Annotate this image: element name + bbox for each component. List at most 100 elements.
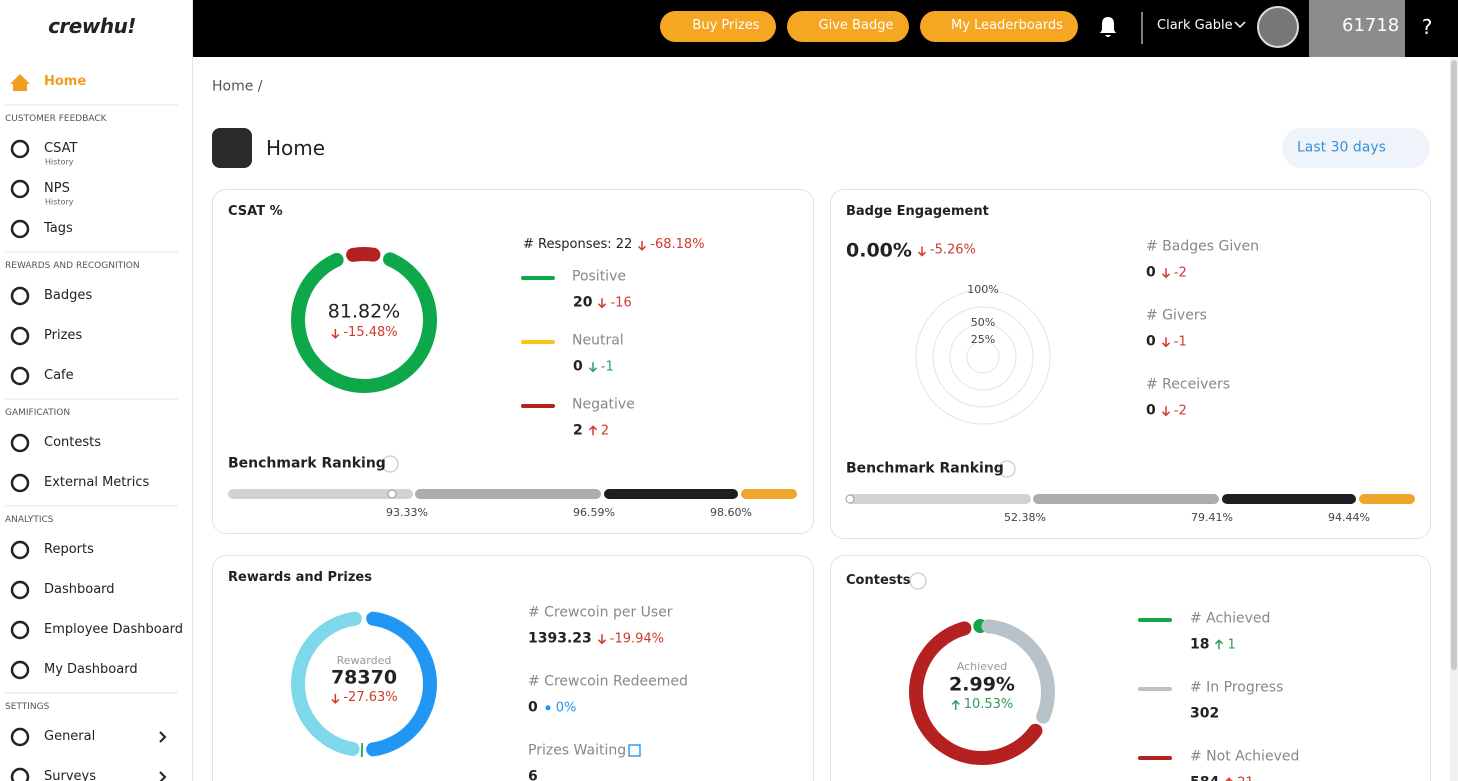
trend-icon — [1225, 777, 1233, 781]
benchmark-label: 96.59% — [573, 505, 615, 519]
range-label[interactable]: Last 30 days — [1297, 139, 1386, 156]
trend-icon — [1161, 337, 1170, 348]
trend-icon — [588, 362, 597, 373]
donut-segment — [909, 621, 1043, 765]
benchmark-label: 79.41% — [1191, 510, 1233, 524]
benchmark-label: 52.38% — [1004, 510, 1046, 524]
csat-card — [212, 189, 814, 534]
chevron — [159, 771, 167, 781]
bell-icon — [1100, 17, 1116, 37]
arrow-down — [1161, 406, 1170, 417]
center-value: 81.82% — [327, 300, 401, 323]
help[interactable]: ? — [1421, 15, 1433, 39]
change: -1 — [1161, 334, 1187, 349]
trend-icon — [917, 246, 926, 257]
change: -2 — [1161, 264, 1187, 280]
top-button[interactable] — [660, 11, 776, 42]
nav-item[interactable]: Employee Dashboard — [44, 621, 184, 637]
arrow-down — [917, 246, 926, 257]
arrow-down — [638, 240, 647, 251]
change: 2 — [588, 423, 609, 438]
legend-count: 20 -16 — [573, 294, 632, 310]
radial-label: 50% — [970, 315, 996, 329]
trend-icon — [951, 699, 960, 710]
coin-balance: 61718 — [1342, 15, 1400, 37]
nav-item[interactable]: Cafe — [44, 367, 74, 383]
card-title: CSAT % — [228, 203, 283, 219]
value: 302 — [1190, 705, 1220, 722]
nav-icon — [10, 540, 30, 560]
change: -2 — [1161, 403, 1187, 418]
nav-item[interactable]: NPS — [44, 180, 70, 196]
benchmark-title: Benchmark Ranking — [228, 455, 386, 472]
breadcrumb[interactable]: Home / — [212, 78, 263, 95]
nav-item[interactable]: Contests — [44, 434, 102, 450]
top-button[interactable] — [787, 11, 909, 42]
stat-value: 0 -1 — [1146, 333, 1187, 349]
section-title: GAMIFICATION — [5, 408, 71, 419]
user-name[interactable]: Clark Gable — [1157, 17, 1233, 33]
center-value: 78370 — [330, 666, 398, 689]
nav-icon — [10, 660, 30, 680]
button-label[interactable]: My Leaderboards — [951, 17, 1063, 33]
change: 0% — [543, 700, 576, 715]
change: -16 — [597, 295, 632, 310]
nav-icon — [10, 767, 30, 781]
trend-icon — [1215, 639, 1224, 650]
change: 1 — [1214, 637, 1236, 652]
nav-item[interactable]: Home — [44, 73, 87, 89]
nav-item[interactable]: Prizes — [44, 327, 83, 343]
nav-icon — [10, 219, 30, 239]
card-title: Rewards and Prizes — [228, 569, 372, 585]
nav-item[interactable]: CSAT — [44, 140, 78, 156]
radial-ring — [949, 323, 1017, 391]
value: 0 — [528, 699, 538, 716]
nav-item[interactable]: Reports — [44, 541, 94, 557]
arrow-up — [1215, 639, 1224, 650]
trend-icon — [598, 298, 607, 309]
nav-icon — [10, 620, 30, 640]
nav-item[interactable]: General — [44, 728, 96, 744]
radial-label: 100% — [967, 282, 999, 296]
nav-icon — [10, 433, 30, 453]
nav-item[interactable]: External Metrics — [44, 474, 150, 490]
value: 1393.23 — [528, 630, 592, 647]
trend-icon — [597, 634, 606, 645]
stat-label: # Crewcoin Redeemed — [528, 673, 688, 690]
donut-segment — [291, 611, 362, 756]
button-label[interactable]: Give Badge — [818, 17, 894, 33]
range-pill[interactable] — [1282, 128, 1430, 168]
nav-icon — [10, 473, 30, 493]
responses: # Responses: 22 -68.18% — [523, 237, 705, 252]
logo: crewhu! — [48, 14, 136, 38]
nav-item[interactable]: Tags — [44, 220, 73, 236]
value: 0 — [1146, 402, 1156, 419]
donut-segment — [366, 611, 437, 757]
legend-count: 0 -1 — [573, 358, 614, 374]
home-icon — [10, 74, 30, 91]
center-change: -15.48% — [330, 325, 398, 340]
legend-count: 18 1 — [1190, 636, 1236, 652]
change-value: -2 — [1173, 264, 1187, 280]
nav-item[interactable]: Dashboard — [44, 581, 115, 597]
arrow-down — [331, 693, 340, 704]
scroll-thumb — [1451, 60, 1457, 670]
trend-icon — [588, 425, 597, 436]
trend-icon — [545, 705, 551, 711]
top-button[interactable] — [920, 11, 1078, 42]
nav-item[interactable]: My Dashboard — [44, 661, 138, 677]
nav-sub: History — [45, 197, 74, 207]
benchmark-segment — [741, 489, 797, 499]
legend-name: Negative — [572, 396, 635, 413]
change: -27.63% — [330, 690, 398, 705]
button-label[interactable]: Buy Prizes — [692, 17, 760, 33]
benchmark-segment — [1222, 494, 1356, 504]
nav-item[interactable]: Surveys — [44, 768, 96, 781]
radial-ring — [915, 289, 1051, 425]
stat-value: 0 -2 — [1146, 402, 1187, 419]
change: 10.53% — [951, 697, 1013, 712]
nav-item[interactable]: Badges — [44, 287, 93, 303]
stat-value: 0 -2 — [1146, 264, 1187, 280]
